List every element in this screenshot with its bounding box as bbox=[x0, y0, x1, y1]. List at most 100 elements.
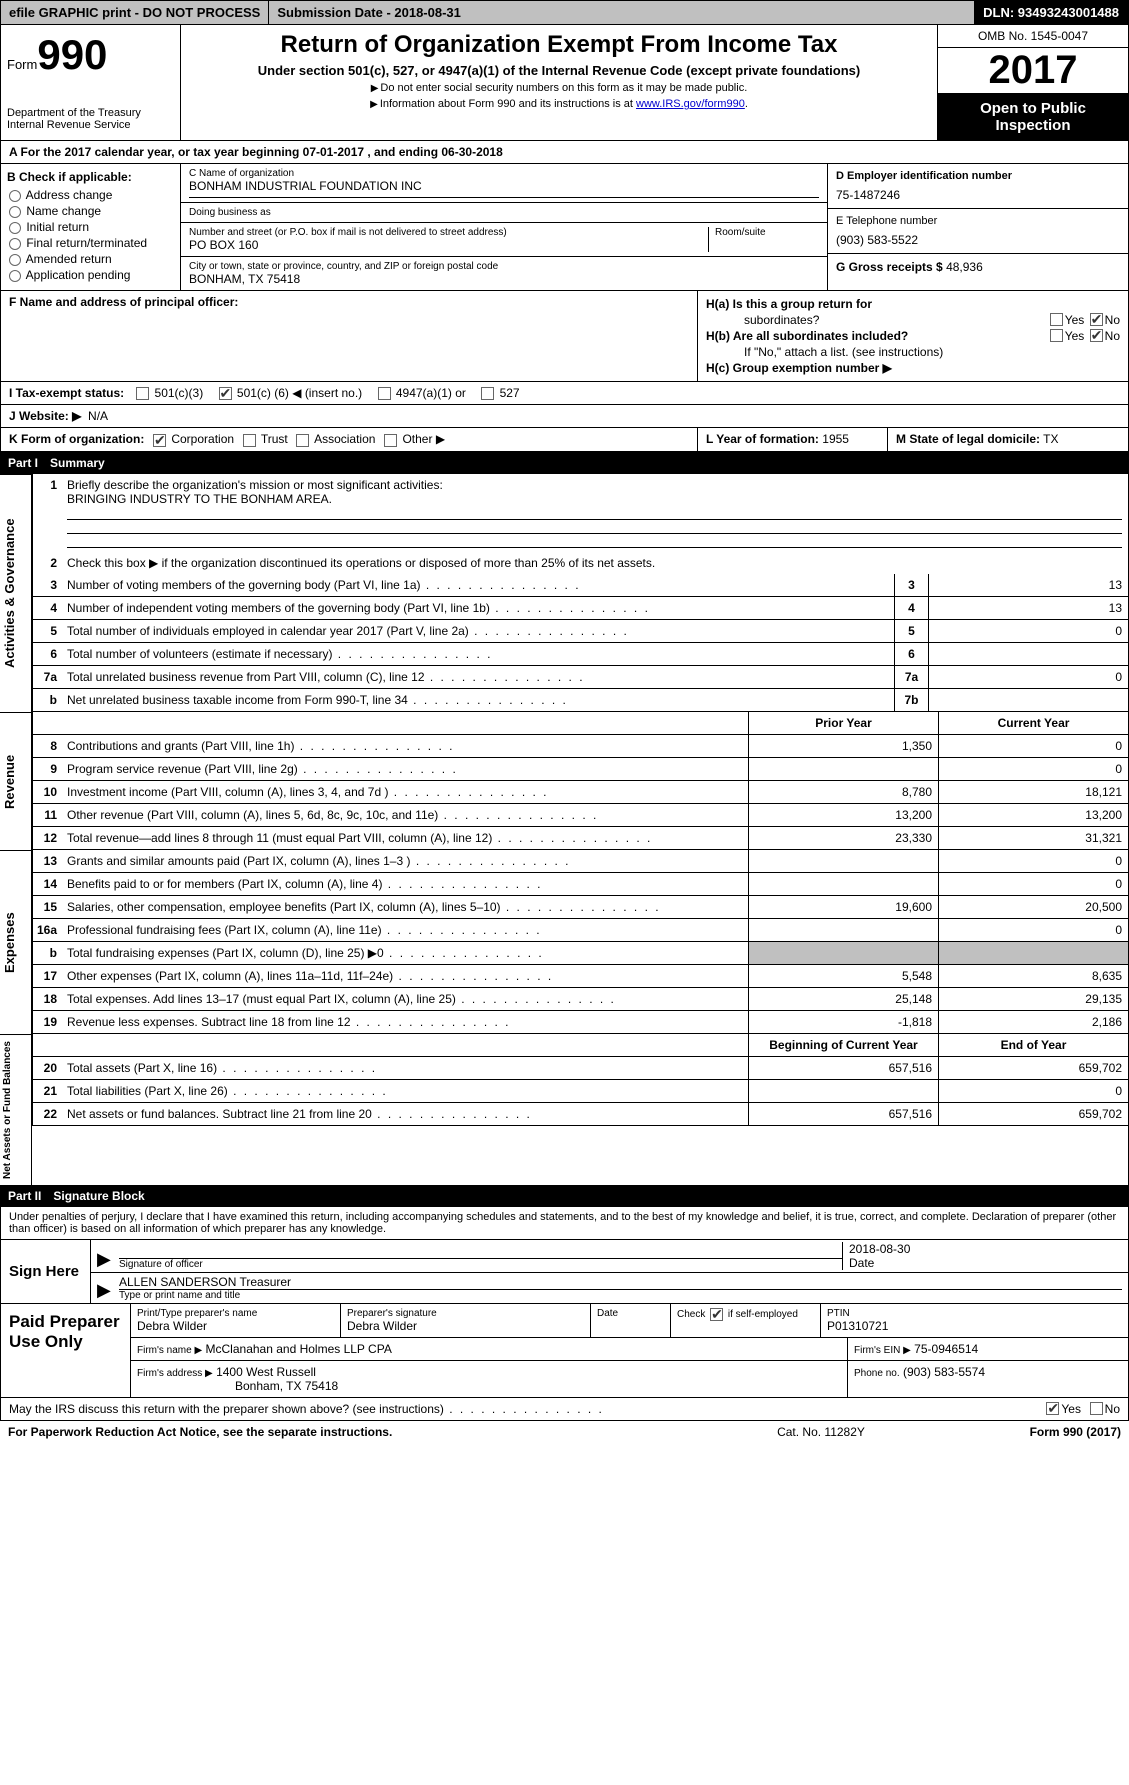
section-l-label: L Year of formation: bbox=[706, 432, 819, 446]
k-other-checkbox[interactable] bbox=[384, 434, 397, 447]
ha-label-1: H(a) Is this a group return for bbox=[706, 297, 872, 311]
prep-date-label: Date bbox=[597, 1308, 664, 1319]
table-row: 19Revenue less expenses. Subtract line 1… bbox=[32, 1011, 1128, 1034]
i-501c-checkbox[interactable] bbox=[219, 387, 232, 400]
website-value: N/A bbox=[88, 409, 108, 423]
page-footer: For Paperwork Reduction Act Notice, see … bbox=[0, 1421, 1129, 1443]
i-527-checkbox[interactable] bbox=[481, 387, 494, 400]
ptin-value: P01310721 bbox=[827, 1319, 1122, 1333]
room-label: Room/suite bbox=[715, 227, 819, 238]
k-assoc-checkbox[interactable] bbox=[296, 434, 309, 447]
discuss-row: May the IRS discuss this return with the… bbox=[0, 1398, 1129, 1421]
section-f-value bbox=[9, 309, 689, 349]
col-begin: Beginning of Current Year bbox=[748, 1034, 938, 1056]
header-left: Form990 Department of the Treasury Inter… bbox=[1, 25, 181, 140]
pra-notice: For Paperwork Reduction Act Notice, see … bbox=[8, 1425, 721, 1439]
sig-date-caption: Date bbox=[849, 1256, 1122, 1270]
table-row: 22Net assets or fund balances. Subtract … bbox=[32, 1103, 1128, 1126]
side-revenue: Revenue bbox=[0, 712, 32, 850]
paid-preparer-block: Paid Preparer Use Only Print/Type prepar… bbox=[0, 1304, 1129, 1398]
revenue-section: Revenue Prior YearCurrent Year 8Contribu… bbox=[0, 712, 1129, 850]
prep-sig-label: Preparer's signature bbox=[347, 1308, 584, 1319]
tel-value: (903) 583-5522 bbox=[836, 233, 1120, 247]
check-initial-return[interactable]: Initial return bbox=[7, 220, 174, 234]
sig-arrow-icon-2: ▶ bbox=[97, 1280, 119, 1301]
part-2-num: Part II bbox=[8, 1189, 53, 1203]
firm-addr: 1400 West Russell bbox=[216, 1365, 316, 1379]
sign-here-label: Sign Here bbox=[1, 1240, 91, 1303]
ha-yes-checkbox[interactable] bbox=[1050, 313, 1063, 326]
sig-date: 2018-08-30 bbox=[849, 1242, 1122, 1256]
part-2-title: Signature Block bbox=[53, 1189, 144, 1203]
firm-phone: (903) 583-5574 bbox=[903, 1365, 985, 1379]
form-subtitle: Under section 501(c), 527, or 4947(a)(1)… bbox=[187, 63, 931, 78]
side-expenses: Expenses bbox=[0, 850, 32, 1034]
dept-treasury: Department of the Treasury bbox=[7, 107, 174, 119]
sig-arrow-icon: ▶ bbox=[97, 1249, 119, 1270]
net-assets-section: Net Assets or Fund Balances Beginning of… bbox=[0, 1034, 1129, 1185]
ein-label: D Employer identification number bbox=[836, 170, 1120, 182]
check-final-return[interactable]: Final return/terminated bbox=[7, 236, 174, 250]
org-name: BONHAM INDUSTRIAL FOUNDATION INC bbox=[189, 179, 819, 193]
irs-link[interactable]: www.IRS.gov/form990 bbox=[636, 98, 745, 110]
side-governance: Activities & Governance bbox=[0, 474, 32, 712]
check-amended[interactable]: Amended return bbox=[7, 252, 174, 266]
table-row: 3Number of voting members of the governi… bbox=[32, 574, 1128, 597]
self-employed-checkbox[interactable] bbox=[710, 1308, 723, 1321]
state-domicile: TX bbox=[1043, 432, 1058, 446]
check-application-pending[interactable]: Application pending bbox=[7, 268, 174, 282]
firm-addr2: Bonham, TX 75418 bbox=[235, 1379, 338, 1393]
city-value: BONHAM, TX 75418 bbox=[189, 272, 819, 286]
table-row: 17Other expenses (Part IX, column (A), l… bbox=[32, 965, 1128, 988]
address-value: PO BOX 160 bbox=[189, 238, 702, 252]
section-c: C Name of organization BONHAM INDUSTRIAL… bbox=[181, 164, 828, 290]
topbar: efile GRAPHIC print - DO NOT PROCESS Sub… bbox=[0, 0, 1129, 25]
discuss-no-checkbox[interactable] bbox=[1090, 1402, 1103, 1415]
table-row: 4Number of independent voting members of… bbox=[32, 597, 1128, 620]
col-end: End of Year bbox=[938, 1034, 1128, 1056]
ha-no-checkbox[interactable] bbox=[1090, 313, 1103, 326]
line1-label: Briefly describe the organization's miss… bbox=[67, 478, 443, 492]
table-row: 10Investment income (Part VIII, column (… bbox=[32, 781, 1128, 804]
k-corp-checkbox[interactable] bbox=[153, 434, 166, 447]
form-label: Form bbox=[7, 57, 37, 72]
part-2-header: Part II Signature Block bbox=[0, 1185, 1129, 1207]
hb-no-checkbox[interactable] bbox=[1090, 329, 1103, 342]
check-address-change[interactable]: Address change bbox=[7, 188, 174, 202]
section-b-label: B Check if applicable: bbox=[7, 170, 174, 184]
prep-sig: Debra Wilder bbox=[347, 1319, 584, 1333]
hb-note: If "No," attach a list. (see instruction… bbox=[706, 345, 1120, 359]
table-row: 6Total number of volunteers (estimate if… bbox=[32, 643, 1128, 666]
sig-officer-caption: Signature of officer bbox=[119, 1259, 842, 1270]
year-formation: 1955 bbox=[822, 432, 849, 446]
i-501c3-checkbox[interactable] bbox=[136, 387, 149, 400]
i-4947-checkbox[interactable] bbox=[378, 387, 391, 400]
header-right: OMB No. 1545-0047 2017 Open to Public In… bbox=[938, 25, 1128, 140]
city-label: City or town, state or province, country… bbox=[189, 261, 819, 272]
section-i-label: I Tax-exempt status: bbox=[9, 386, 124, 400]
omb-number: OMB No. 1545-0047 bbox=[938, 25, 1128, 48]
check-name-change[interactable]: Name change bbox=[7, 204, 174, 218]
table-row: 9Program service revenue (Part VIII, lin… bbox=[32, 758, 1128, 781]
hb-yes-checkbox[interactable] bbox=[1050, 329, 1063, 342]
table-row: 15Salaries, other compensation, employee… bbox=[32, 896, 1128, 919]
i-501c-number: 6 bbox=[278, 386, 285, 400]
prep-name: Debra Wilder bbox=[137, 1319, 334, 1333]
discuss-yes-checkbox[interactable] bbox=[1046, 1402, 1059, 1415]
form-990-page: efile GRAPHIC print - DO NOT PROCESS Sub… bbox=[0, 0, 1129, 1443]
firm-name-label: Firm's name ▶ bbox=[137, 1345, 202, 1356]
info-note: Information about Form 990 and its instr… bbox=[380, 98, 636, 110]
part-1-num: Part I bbox=[8, 456, 50, 470]
dln: DLN: 93493243001488 bbox=[975, 1, 1128, 24]
address-label: Number and street (or P.O. box if mail i… bbox=[189, 227, 702, 238]
efile-label: efile GRAPHIC print - DO NOT PROCESS bbox=[1, 1, 269, 24]
k-trust-checkbox[interactable] bbox=[243, 434, 256, 447]
dba-label: Doing business as bbox=[189, 207, 819, 218]
part-1-header: Part I Summary bbox=[0, 452, 1129, 474]
officer-name: ALLEN SANDERSON Treasurer bbox=[119, 1275, 1122, 1290]
gross-label: G Gross receipts $ bbox=[836, 260, 943, 274]
perjury-declaration: Under penalties of perjury, I declare th… bbox=[0, 1207, 1129, 1240]
section-a: A For the 2017 calendar year, or tax yea… bbox=[0, 141, 1129, 164]
section-j: J Website: ▶ N/A bbox=[0, 405, 1129, 428]
prep-name-label: Print/Type preparer's name bbox=[137, 1308, 334, 1319]
